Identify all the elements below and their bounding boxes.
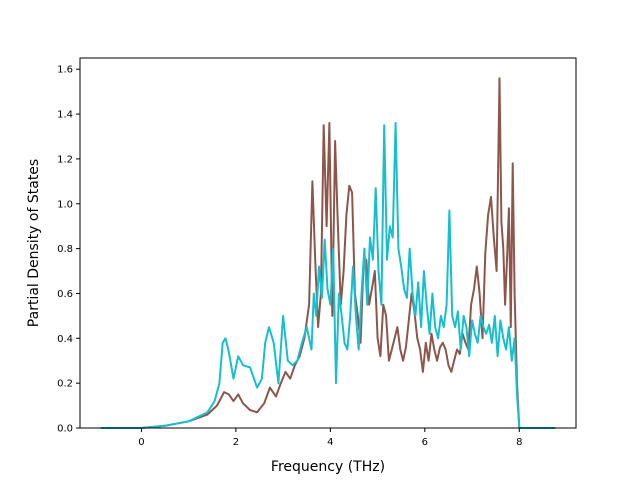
- y-tick-label: 0.6: [57, 289, 73, 300]
- y-tick-label: 1.6: [57, 65, 73, 76]
- series-line-1: [100, 77, 556, 429]
- plot-background: [80, 58, 576, 428]
- y-tick-label: 1.2: [57, 154, 73, 165]
- y-tick-label: 0.8: [57, 244, 73, 255]
- x-tick-label: 6: [422, 437, 428, 448]
- y-tick-label: 0.0: [57, 424, 73, 435]
- x-tick-label: 2: [233, 437, 239, 448]
- y-tick-label: 1.4: [57, 110, 73, 121]
- y-axis-label: Partial Density of States: [26, 159, 42, 327]
- y-tick-label: 0.4: [57, 334, 73, 345]
- x-axis-label: Frequency (THz): [271, 459, 385, 475]
- series-lines: [100, 77, 556, 429]
- y-tick-label: 1.0: [57, 199, 73, 210]
- series-line-2: [100, 122, 556, 429]
- y-axis-ticks: 0.0 0.2 0.4 0.6 0.8 1.0 1.2 1.4 1.6: [57, 65, 80, 435]
- x-tick-label: 4: [327, 437, 333, 448]
- x-tick-label: 0: [138, 437, 144, 448]
- y-tick-label: 0.2: [57, 379, 73, 390]
- x-tick-label: 8: [516, 437, 522, 448]
- x-axis-ticks: 0 2 4 6 8: [138, 428, 523, 448]
- plot-frame: [79, 57, 577, 429]
